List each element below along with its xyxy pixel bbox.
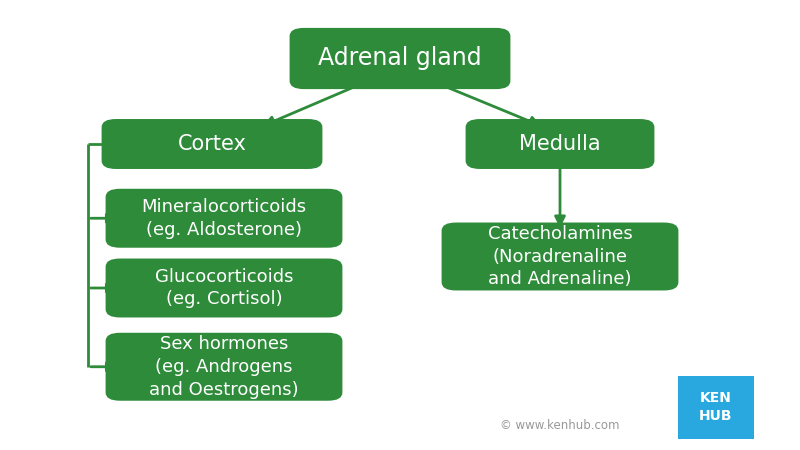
FancyBboxPatch shape: [466, 119, 654, 169]
Text: KEN
HUB: KEN HUB: [699, 391, 733, 423]
Text: Sex hormones
(eg. Androgens
and Oestrogens): Sex hormones (eg. Androgens and Oestroge…: [149, 335, 299, 399]
FancyBboxPatch shape: [106, 189, 342, 248]
FancyBboxPatch shape: [106, 258, 342, 318]
FancyBboxPatch shape: [678, 376, 754, 439]
FancyBboxPatch shape: [106, 333, 342, 400]
Text: Mineralocorticoids
(eg. Aldosterone): Mineralocorticoids (eg. Aldosterone): [142, 198, 306, 238]
Text: Cortex: Cortex: [178, 134, 246, 154]
Text: Catecholamines
(Noradrenaline
and Adrenaline): Catecholamines (Noradrenaline and Adrena…: [488, 225, 632, 288]
Text: Adrenal gland: Adrenal gland: [318, 46, 482, 71]
Text: Glucocorticoids
(eg. Cortisol): Glucocorticoids (eg. Cortisol): [154, 268, 294, 308]
Text: Medulla: Medulla: [519, 134, 601, 154]
FancyBboxPatch shape: [290, 28, 510, 89]
Text: © www.kenhub.com: © www.kenhub.com: [500, 419, 620, 432]
FancyBboxPatch shape: [102, 119, 322, 169]
FancyBboxPatch shape: [442, 223, 678, 291]
